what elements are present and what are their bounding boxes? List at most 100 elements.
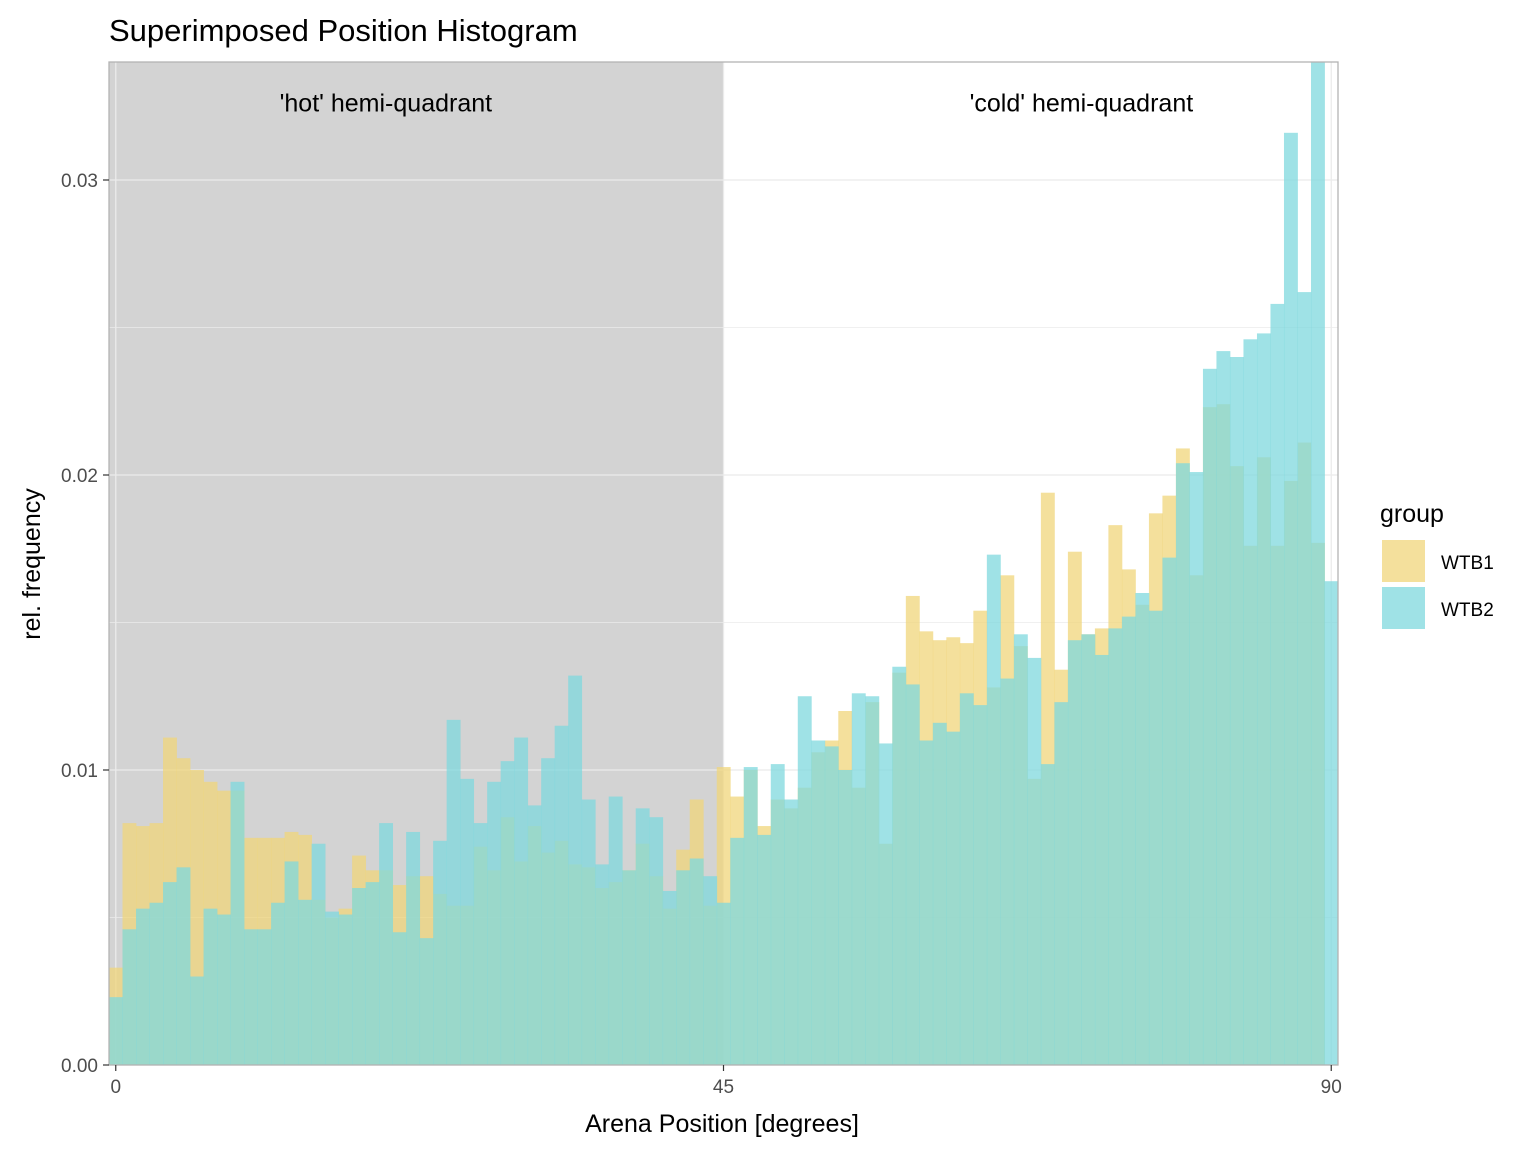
bar-wtb2 (986, 554, 1001, 1065)
bar-wtb2 (865, 696, 880, 1065)
bar-wtb2 (1135, 593, 1150, 1065)
bar-wtb2 (622, 870, 637, 1065)
bar-wtb2 (433, 840, 448, 1065)
bar-wtb2 (1175, 463, 1190, 1065)
bar-wtb2 (406, 831, 421, 1065)
bar-wtb2 (487, 781, 502, 1065)
x-axis-title: Arena Position [degrees] (585, 1110, 859, 1138)
bar-wtb2 (676, 870, 691, 1065)
bar-wtb2 (257, 929, 272, 1065)
bar-wtb2 (1243, 339, 1258, 1065)
bar-wtb2 (662, 890, 677, 1065)
bar-wtb2 (419, 938, 434, 1065)
bar-wtb2 (905, 684, 920, 1065)
bar-wtb2 (1081, 634, 1096, 1065)
y-tick-label: 0.01 (61, 761, 98, 782)
bar-wtb2 (298, 899, 312, 1065)
bar-wtb2 (703, 876, 718, 1065)
y-tick-label: 0.03 (61, 171, 98, 192)
bar-wtb2 (1040, 764, 1055, 1065)
bar-wtb2 (581, 799, 596, 1065)
bar-wtb2 (1013, 634, 1028, 1065)
y-tick-label: 0.00 (61, 1056, 98, 1077)
bar-wtb2 (892, 666, 907, 1065)
bar-wtb2 (149, 902, 164, 1065)
bar-wtb2 (1108, 628, 1123, 1065)
bar-wtb2 (1256, 333, 1271, 1065)
bar-wtb2 (1216, 351, 1231, 1066)
bar-wtb2 (217, 914, 231, 1065)
legend-title: group (1380, 500, 1444, 528)
bar-wtb2 (460, 778, 475, 1065)
bar-wtb2 (1162, 557, 1177, 1065)
x-tick-label: 90 (1321, 1077, 1342, 1098)
bar-wtb2 (689, 858, 704, 1065)
bar-wtb2 (365, 882, 380, 1065)
bar-wtb2 (1067, 640, 1082, 1065)
bar-wtb2 (932, 722, 947, 1065)
bar-wtb2 (554, 725, 569, 1065)
bar-wtb2 (1297, 292, 1312, 1066)
bar-wtb2 (176, 867, 191, 1065)
bar-wtb2 (379, 823, 394, 1065)
bar-wtb2 (973, 705, 988, 1065)
bar-wtb2 (136, 908, 150, 1065)
bar-wtb2 (824, 746, 839, 1065)
bar-wtb2 (446, 719, 461, 1065)
bar-wtb2 (1310, 62, 1325, 1065)
x-axis-ticks: 0 45 90 (110, 1065, 1342, 1098)
bar-wtb2 (1121, 616, 1136, 1065)
bar-wtb2 (716, 902, 731, 1065)
bar-wtb2 (1229, 357, 1244, 1065)
bar-wtb2 (919, 740, 934, 1065)
bar-wtb2 (500, 761, 515, 1065)
bar-wtb2 (1202, 368, 1217, 1065)
bar-wtb2 (1324, 581, 1339, 1065)
bar-wtb2 (757, 834, 772, 1065)
bar-wtb2 (1000, 678, 1015, 1065)
bar-wtb2 (608, 796, 623, 1065)
histogram-bars (109, 62, 1339, 1066)
bar-wtb2 (284, 861, 299, 1065)
y-axis-title: rel. frequency (18, 488, 46, 640)
bar-wtb2 (109, 997, 123, 1065)
y-axis-ticks: 0.00 0.01 0.02 0.03 (61, 171, 109, 1077)
bar-wtb2 (851, 693, 866, 1065)
bar-wtb2 (1148, 610, 1163, 1065)
bar-wtb2 (190, 976, 204, 1065)
region-annotations: 'hot' hemi-quadrant 'cold' hemi-quadrant (280, 90, 1194, 118)
bar-wtb2 (797, 696, 812, 1065)
bar-wtb2 (230, 781, 245, 1065)
bar-wtb2 (1270, 303, 1285, 1065)
bar-wtb2 (730, 837, 745, 1065)
bar-wtb2 (595, 864, 610, 1065)
bar-wtb2 (770, 764, 785, 1065)
bar-wtb2 (244, 929, 258, 1065)
bar-wtb2 (1027, 657, 1042, 1065)
bar-wtb2 (271, 902, 285, 1065)
legend: group WTB1 WTB2 (1380, 500, 1494, 629)
x-tick-label: 45 (713, 1077, 734, 1098)
bar-wtb2 (878, 743, 893, 1065)
bar-wtb2 (946, 731, 961, 1065)
hot-region-label: 'hot' hemi-quadrant (280, 90, 493, 118)
bar-wtb2 (784, 799, 799, 1065)
bar-wtb2 (352, 888, 367, 1065)
bar-wtb2 (1189, 472, 1204, 1065)
bar-wtb2 (1054, 702, 1069, 1065)
bar-wtb2 (338, 914, 353, 1065)
bar-wtb2 (959, 693, 974, 1065)
bar-wtb2 (811, 740, 826, 1065)
bar-wtb2 (743, 767, 758, 1065)
legend-label-wtb2: WTB2 (1441, 600, 1494, 621)
bar-wtb2 (541, 758, 556, 1065)
bar-wtb2 (1283, 132, 1298, 1066)
bar-wtb2 (392, 932, 407, 1065)
cold-region-label: 'cold' hemi-quadrant (970, 90, 1194, 118)
bar-wtb2 (568, 675, 583, 1065)
bar-wtb2 (122, 929, 137, 1065)
y-tick-label: 0.02 (61, 466, 98, 487)
bar-wtb2 (527, 805, 542, 1065)
bar-wtb2 (838, 770, 853, 1065)
